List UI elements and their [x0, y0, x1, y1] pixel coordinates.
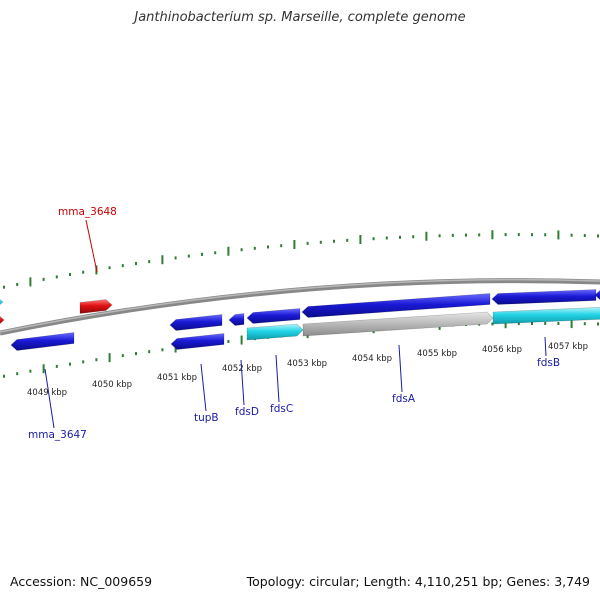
gene-arrow-red-edge: [0, 315, 5, 325]
topology-text: Topology: circular; Length: 4,110,251 bp…: [246, 574, 590, 589]
map-title: Janthinobacterium sp. Marseille, complet…: [134, 10, 466, 25]
gene-arrow-fdsc-lower: [246, 323, 304, 341]
gene-arrow-fdsd: [228, 313, 245, 326]
gene-track: [0, 289, 600, 351]
gene-arrow-mma3648: [79, 299, 113, 314]
gene-label-mma_3648: mma_3648: [58, 206, 117, 218]
gene-arrow-fdsb: [491, 289, 597, 305]
scale-label: 4056 kbp: [482, 345, 522, 355]
gene-label-tupb: tupB: [194, 412, 219, 424]
label-leader-line: [240, 359, 245, 406]
label-leader-line: [275, 354, 280, 403]
scale-label: 4054 kbp: [352, 354, 392, 364]
genome-backbone: [0, 278, 600, 336]
gene-arrow-cyan-edge: [0, 299, 4, 305]
gene-arrow-mma3647: [10, 332, 75, 351]
gene-arrow-fdsc: [246, 308, 301, 324]
scale-label: 4053 kbp: [287, 359, 327, 369]
gene-arrow-fdsb-lower: [492, 306, 600, 325]
gene-label-fdsa: fdsA: [392, 393, 416, 405]
gene-label-mma_3647: mma_3647: [28, 429, 87, 441]
scale-label: 4057 kbp: [548, 342, 588, 352]
scale-label: 4049 kbp: [27, 388, 67, 398]
gene-label-fdsb: fdsB: [537, 357, 560, 369]
gene-arrow-fdsa: [301, 293, 491, 318]
scale-label: 4051 kbp: [157, 373, 197, 383]
gene-labels: mma_3648 mma_3647 tupB fdsD fdsC fdsA fdsB: [28, 206, 560, 441]
label-leader-line: [85, 219, 98, 273]
gene-label-fdsd: fdsD: [235, 406, 259, 418]
label-leader-line: [544, 336, 547, 357]
gene-arrow-tupb-1: [169, 314, 223, 331]
label-leader-line: [200, 363, 207, 412]
accession-text: Accession: NC_009659: [10, 574, 153, 589]
gene-arrow-edge: [594, 290, 600, 300]
genome-backbone-highlight: [0, 278, 600, 333]
label-leader-line: [398, 344, 403, 393]
gene-arrow-fdsa-lower: [302, 311, 494, 337]
outer-tick-ring: [3, 230, 599, 289]
label-leader-line: [44, 368, 55, 429]
scale-label: 4050 kbp: [92, 380, 132, 390]
gene-arrow-tupb-2: [170, 333, 225, 350]
scale-label: 4055 kbp: [417, 349, 457, 359]
gene-label-fdsc: fdsC: [270, 403, 293, 415]
